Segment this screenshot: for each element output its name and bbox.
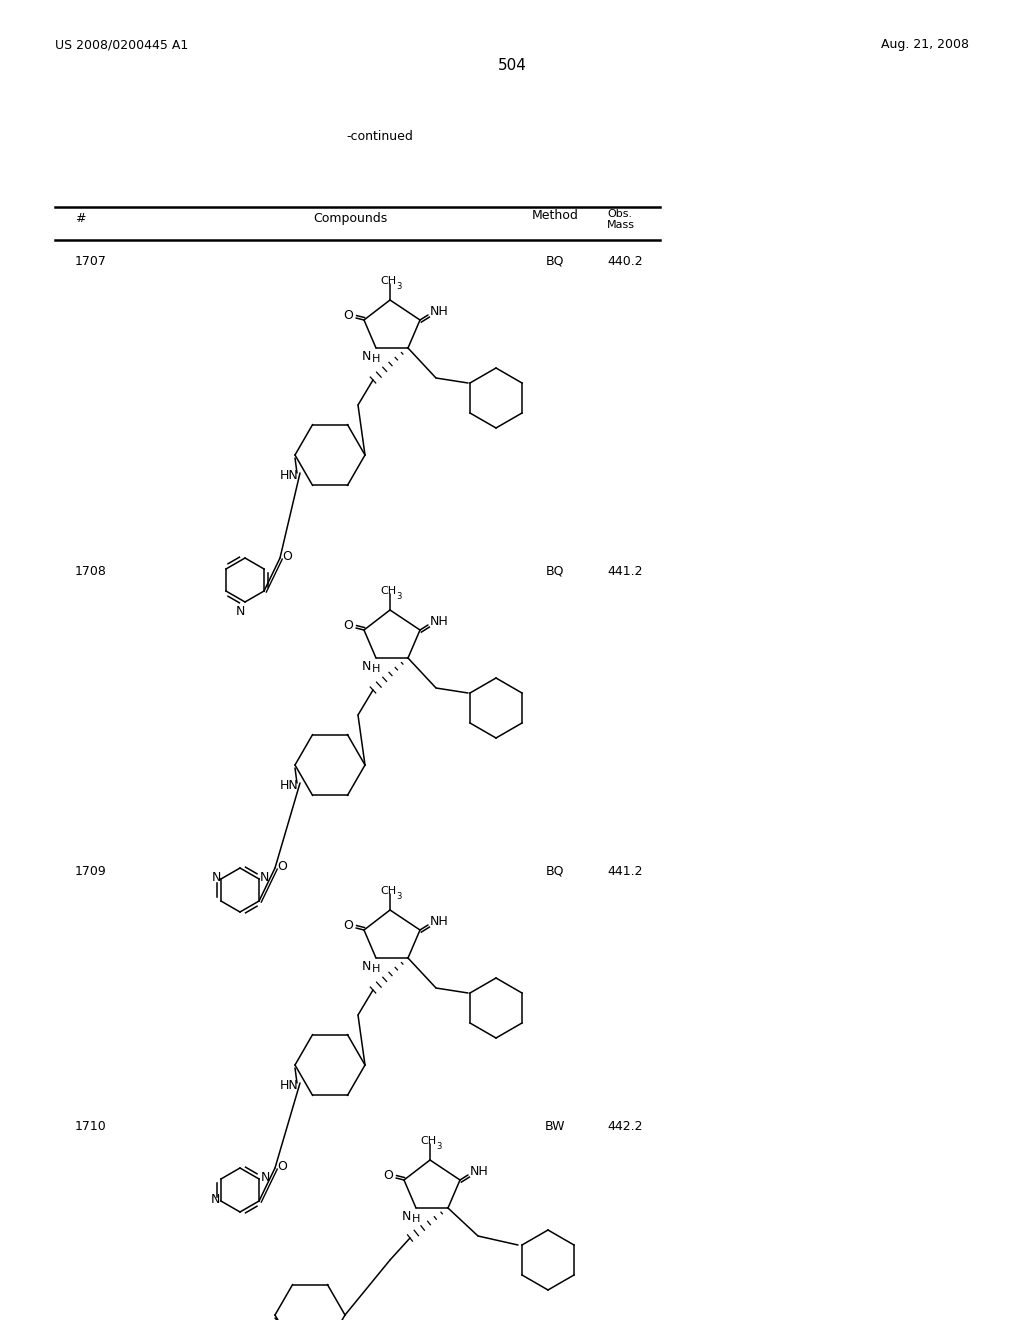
Text: O: O <box>343 919 353 932</box>
Text: O: O <box>278 1160 287 1173</box>
Text: #: # <box>75 213 85 224</box>
Text: BQ: BQ <box>546 565 564 578</box>
Text: HN: HN <box>280 1078 299 1092</box>
Text: BQ: BQ <box>546 865 564 878</box>
Text: CH: CH <box>420 1137 436 1146</box>
Text: 3: 3 <box>396 282 401 290</box>
Text: Mass: Mass <box>607 220 635 230</box>
Text: O: O <box>343 309 353 322</box>
Text: CH: CH <box>380 276 396 286</box>
Text: O: O <box>282 550 292 564</box>
Text: 440.2: 440.2 <box>607 255 643 268</box>
Text: H: H <box>372 964 380 974</box>
Text: H: H <box>412 1214 421 1224</box>
Text: NH: NH <box>430 305 449 318</box>
Text: 1707: 1707 <box>75 255 106 268</box>
Text: NH: NH <box>430 615 449 628</box>
Text: NH: NH <box>470 1166 488 1177</box>
Text: 3: 3 <box>396 892 401 902</box>
Text: 441.2: 441.2 <box>607 865 642 878</box>
Text: -continued: -continued <box>346 129 414 143</box>
Text: 3: 3 <box>436 1142 441 1151</box>
Text: 1709: 1709 <box>75 865 106 878</box>
Text: N: N <box>362 660 372 673</box>
Text: N: N <box>236 605 245 618</box>
Text: Compounds: Compounds <box>313 213 387 224</box>
Text: US 2008/0200445 A1: US 2008/0200445 A1 <box>55 38 188 51</box>
Text: O: O <box>278 861 287 873</box>
Text: HN: HN <box>280 469 299 482</box>
Text: O: O <box>343 619 353 632</box>
Text: Method: Method <box>531 209 579 222</box>
Text: N: N <box>261 1171 270 1184</box>
Text: 1710: 1710 <box>75 1119 106 1133</box>
Text: N: N <box>362 960 372 973</box>
Text: NH: NH <box>430 915 449 928</box>
Text: N: N <box>211 1193 220 1206</box>
Text: CH: CH <box>380 886 396 896</box>
Text: N: N <box>212 871 221 884</box>
Text: 442.2: 442.2 <box>607 1119 642 1133</box>
Text: 441.2: 441.2 <box>607 565 642 578</box>
Text: BW: BW <box>545 1119 565 1133</box>
Text: 3: 3 <box>396 591 401 601</box>
Text: 1708: 1708 <box>75 565 106 578</box>
Text: BQ: BQ <box>546 255 564 268</box>
Text: Aug. 21, 2008: Aug. 21, 2008 <box>881 38 969 51</box>
Text: 504: 504 <box>498 58 526 73</box>
Text: N: N <box>362 350 372 363</box>
Text: Obs.: Obs. <box>607 209 632 219</box>
Text: N: N <box>402 1210 412 1224</box>
Text: HN: HN <box>280 779 299 792</box>
Text: N: N <box>260 871 269 884</box>
Text: H: H <box>372 354 380 364</box>
Text: H: H <box>372 664 380 675</box>
Text: O: O <box>383 1170 393 1181</box>
Text: CH: CH <box>380 586 396 597</box>
